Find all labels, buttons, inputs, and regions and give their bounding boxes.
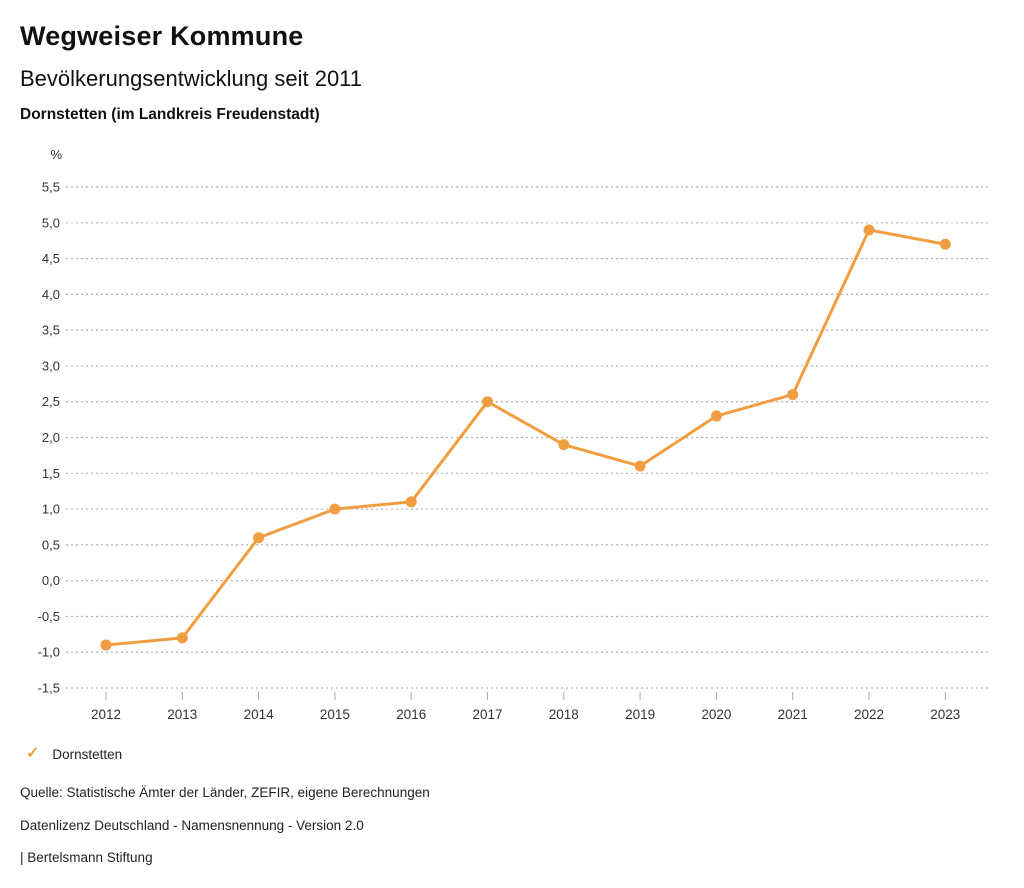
y-axis-tick-label: 0,0 <box>42 573 60 588</box>
legend-label: Dornstetten <box>52 746 123 762</box>
chart-title: Bevölkerungsentwicklung seit 2011 <box>20 66 363 91</box>
y-axis-tick-label: 0,5 <box>42 537 60 552</box>
line-chart: 5,5 5,0 4,5 4,0 3,5 3,0 2,5 2,0 1,5 1,0 0,5 0,0 -0,5… <box>38 147 990 722</box>
x-axis-tick-label-2016: 2016 <box>396 707 426 722</box>
y-axis-tick-label: 4,0 <box>42 287 60 302</box>
page-title: Wegweiser Kommune <box>20 21 304 51</box>
y-axis-tick-label: -0,5 <box>38 609 60 624</box>
series-line-dornstetten <box>104 228 947 647</box>
publisher-note: | Bertelsmann Stiftung <box>20 850 153 865</box>
data-point-2022[interactable] <box>863 224 875 236</box>
data-point-2018[interactable] <box>558 439 570 451</box>
y-axis-tick-label: 2,5 <box>42 394 60 409</box>
data-point-2015[interactable] <box>329 503 341 515</box>
y-axis-tick-label: 5,5 <box>42 180 60 195</box>
check-icon: ✓ <box>26 745 40 762</box>
y-axis-tick-label: 5,0 <box>42 215 60 230</box>
x-axis-tick-label-2020: 2020 <box>701 707 731 722</box>
chart-location: Dornstetten (im Landkreis Freudenstadt) <box>20 106 320 123</box>
x-axis-tick-label-2015: 2015 <box>320 707 350 722</box>
data-point-2012[interactable] <box>100 639 112 651</box>
y-axis-tick-label: 4,5 <box>42 251 60 266</box>
x-axis-tick-label-2019: 2019 <box>625 707 655 722</box>
x-axis-tick-label-2014: 2014 <box>244 707 275 722</box>
y-axis-unit-label: % <box>50 147 62 162</box>
x-axis-tick-label-2021: 2021 <box>778 707 808 722</box>
source-note: Quelle: Statistische Ämter der Länder, Z… <box>20 785 430 800</box>
y-axis-tick-label: -1,0 <box>38 645 60 660</box>
y-axis-tick-label: -1,5 <box>38 681 60 696</box>
y-axis-tick-label: 3,5 <box>42 323 60 338</box>
x-axis-tick-label-2022: 2022 <box>854 707 884 722</box>
data-point-2014[interactable] <box>253 532 265 544</box>
data-point-2016[interactable] <box>405 496 417 508</box>
y-axis-tick-label: 1,0 <box>42 502 60 517</box>
x-axis-tick-label-2013: 2013 <box>167 707 197 722</box>
legend-item-dornstetten[interactable]: ✓ Dornstetten <box>26 746 122 762</box>
x-axis-tick-label-2023: 2023 <box>930 707 960 722</box>
data-point-2023[interactable] <box>939 238 951 250</box>
y-axis-tick-label: 1,5 <box>42 466 60 481</box>
x-axis-tick-label-2018: 2018 <box>549 707 579 722</box>
license-note: Datenlizenz Deutschland - Namensnennung … <box>20 817 364 833</box>
data-point-2013[interactable] <box>176 632 188 644</box>
y-axis-tick-label: 2,0 <box>42 430 60 445</box>
data-point-2020[interactable] <box>710 410 722 422</box>
x-axis-tick-label-2012: 2012 <box>91 707 121 722</box>
footer: Quelle: Statistische Ämter der Länder, Z… <box>20 785 430 883</box>
data-point-2021[interactable] <box>787 389 799 401</box>
x-axis-tick-label-2017: 2017 <box>472 707 502 722</box>
data-point-2019[interactable] <box>634 460 646 472</box>
y-axis-tick-label: 3,0 <box>42 358 60 373</box>
data-point-2017[interactable] <box>482 396 493 408</box>
